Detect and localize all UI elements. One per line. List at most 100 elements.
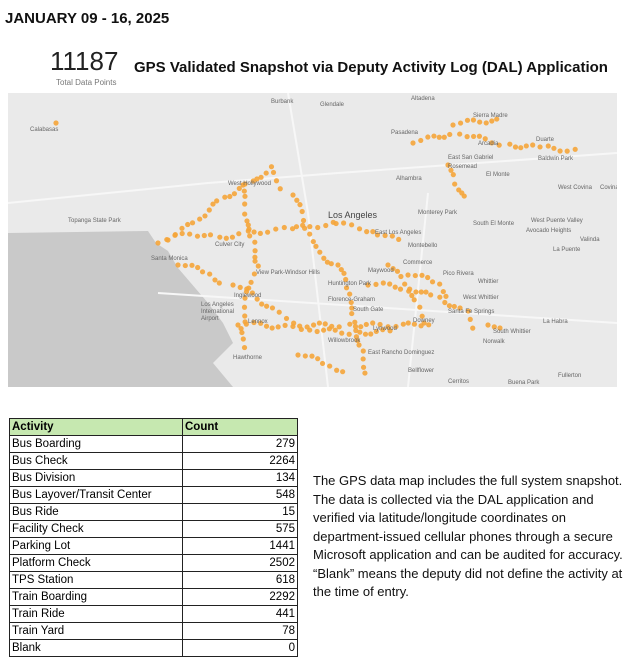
gps-point[interactable]	[477, 119, 483, 125]
gps-point[interactable]	[393, 323, 399, 330]
gps-point[interactable]	[373, 328, 379, 335]
gps-point[interactable]	[440, 288, 446, 295]
gps-point[interactable]	[194, 233, 201, 239]
gps-point[interactable]	[316, 320, 323, 326]
gps-point[interactable]	[195, 264, 201, 271]
gps-point[interactable]	[334, 367, 340, 373]
gps-point[interactable]	[497, 325, 503, 331]
gps-point[interactable]	[385, 324, 391, 330]
gps-point[interactable]	[380, 280, 386, 286]
gps-point[interactable]	[470, 133, 477, 140]
gps-point[interactable]	[557, 148, 563, 154]
gps-point[interactable]	[243, 321, 249, 327]
gps-point[interactable]	[300, 217, 307, 224]
gps-point[interactable]	[252, 239, 258, 245]
gps-point[interactable]	[387, 281, 393, 287]
gps-point[interactable]	[298, 326, 304, 333]
gps-point[interactable]	[289, 226, 296, 232]
gps-point[interactable]	[452, 181, 458, 187]
gps-point[interactable]	[425, 274, 431, 281]
gps-point[interactable]	[310, 238, 316, 245]
gps-point[interactable]	[302, 353, 308, 359]
gps-point[interactable]	[246, 226, 252, 232]
gps-point[interactable]	[252, 258, 258, 264]
gps-point[interactable]	[216, 280, 222, 286]
gps-point[interactable]	[545, 143, 551, 149]
gps-point[interactable]	[197, 216, 203, 222]
gps-point[interactable]	[483, 120, 489, 126]
gps-point[interactable]	[223, 235, 229, 241]
gps-point[interactable]	[450, 172, 456, 178]
gps-point[interactable]	[230, 282, 236, 288]
gps-point[interactable]	[290, 323, 296, 330]
gps-point[interactable]	[309, 353, 315, 359]
gps-point[interactable]	[302, 225, 308, 231]
gps-point[interactable]	[175, 262, 181, 268]
gps-point[interactable]	[242, 201, 248, 207]
gps-point[interactable]	[295, 352, 301, 358]
gps-point[interactable]	[419, 272, 425, 278]
gps-point[interactable]	[320, 327, 327, 333]
gps-point[interactable]	[398, 273, 404, 280]
gps-point[interactable]	[252, 248, 258, 254]
gps-point[interactable]	[564, 148, 570, 154]
gps-point[interactable]	[189, 262, 195, 268]
gps-point[interactable]	[357, 329, 363, 335]
gps-point[interactable]	[264, 303, 270, 309]
gps-point[interactable]	[467, 316, 473, 322]
gps-point[interactable]	[410, 140, 416, 146]
gps-point[interactable]	[294, 197, 300, 203]
gps-point[interactable]	[214, 198, 220, 204]
gps-point[interactable]	[489, 140, 495, 146]
gps-point[interactable]	[53, 120, 59, 126]
gps-point[interactable]	[339, 330, 345, 336]
gps-point[interactable]	[374, 232, 381, 238]
gps-point[interactable]	[353, 327, 359, 334]
gps-point[interactable]	[259, 301, 265, 307]
gps-point[interactable]	[251, 271, 258, 277]
gps-point[interactable]	[257, 230, 263, 236]
gps-point[interactable]	[396, 236, 402, 243]
gps-point[interactable]	[385, 262, 391, 268]
gps-point[interactable]	[290, 192, 296, 198]
gps-point[interactable]	[242, 193, 248, 199]
gps-point[interactable]	[315, 356, 321, 362]
gps-point[interactable]	[405, 272, 411, 278]
gps-point[interactable]	[202, 213, 208, 219]
gps-point[interactable]	[485, 322, 491, 328]
gps-point[interactable]	[322, 321, 328, 327]
gps-point[interactable]	[349, 305, 355, 311]
gps-point[interactable]	[461, 193, 467, 199]
gps-point[interactable]	[283, 315, 290, 322]
gps-point[interactable]	[182, 262, 188, 269]
gps-point[interactable]	[457, 120, 464, 126]
gps-point[interactable]	[530, 142, 536, 148]
gps-point[interactable]	[282, 322, 288, 328]
gps-point[interactable]	[207, 232, 214, 238]
gps-point[interactable]	[281, 224, 287, 231]
gps-point[interactable]	[258, 174, 264, 180]
gps-point[interactable]	[314, 328, 320, 335]
gps-point[interactable]	[347, 291, 353, 297]
gps-point[interactable]	[390, 265, 396, 272]
gps-point[interactable]	[217, 234, 223, 240]
gps-point[interactable]	[450, 122, 456, 128]
gps-point[interactable]	[251, 319, 257, 326]
gps-point[interactable]	[411, 297, 417, 303]
gps-point[interactable]	[448, 167, 454, 173]
gps-point[interactable]	[340, 220, 347, 226]
gps-point[interactable]	[392, 284, 398, 290]
gps-point[interactable]	[189, 220, 196, 226]
gps-point[interactable]	[239, 329, 245, 336]
gps-point[interactable]	[431, 133, 437, 139]
gps-point[interactable]	[321, 255, 327, 261]
gps-point[interactable]	[238, 325, 244, 332]
gps-point[interactable]	[164, 236, 170, 243]
gps-point[interactable]	[297, 202, 303, 208]
gps-point[interactable]	[387, 328, 393, 334]
gps-point[interactable]	[270, 169, 277, 176]
gps-point[interactable]	[373, 281, 379, 288]
gps-point[interactable]	[265, 229, 271, 235]
gps-map[interactable]: Burbank Glendale Pasadena Altadena Sierra Ma…	[8, 93, 617, 387]
gps-point[interactable]	[464, 117, 471, 123]
